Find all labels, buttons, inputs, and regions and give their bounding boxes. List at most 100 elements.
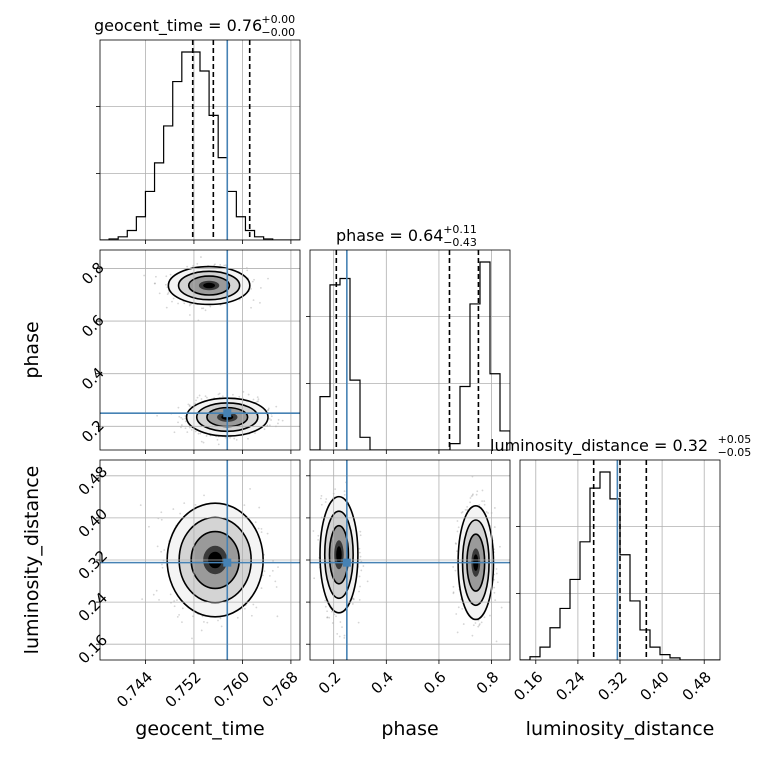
- y-tick-label-luminosity_distance: 0.40: [75, 505, 111, 541]
- sample-point: [176, 599, 178, 602]
- hist-frame-geocent_time: [99, 39, 301, 241]
- sample-point: [181, 621, 183, 624]
- y-tick-label-phase: 0.2: [78, 416, 108, 446]
- sample-point: [335, 615, 337, 618]
- sample-point: [204, 309, 207, 312]
- sample-point: [493, 591, 496, 594]
- sample-point: [177, 406, 180, 409]
- title-plus-luminosity_distance: +0.05: [718, 433, 752, 446]
- sample-point: [255, 606, 258, 609]
- sample-point: [155, 275, 157, 278]
- truth-marker: [223, 558, 232, 567]
- sample-point: [139, 504, 142, 507]
- sample-point: [153, 282, 156, 285]
- y-axis-label-luminosity_distance: luminosity_distance: [21, 466, 43, 655]
- sample-point: [462, 623, 465, 625]
- sample-point: [366, 580, 369, 583]
- sample-point: [476, 490, 479, 493]
- y-tick-label-luminosity_distance: 0.32: [75, 547, 111, 583]
- sample-point: [242, 390, 245, 393]
- grid-luminosity_distance-vs-geocent_time: [100, 460, 300, 660]
- sample-point: [173, 600, 176, 602]
- sample-point: [155, 589, 158, 592]
- sample-point: [472, 624, 475, 627]
- sample-point: [271, 569, 274, 572]
- sample-point: [328, 616, 331, 619]
- sample-point: [178, 415, 181, 418]
- sample-point: [270, 415, 273, 418]
- sample-point: [152, 593, 155, 596]
- sample-point: [343, 634, 346, 637]
- sample-point: [249, 488, 251, 490]
- sample-point: [471, 494, 474, 497]
- sample-point: [352, 598, 355, 601]
- sample-point: [475, 493, 478, 496]
- sample-point: [495, 572, 498, 575]
- title-luminosity_distance: luminosity_distance = 0.32: [490, 436, 708, 456]
- sample-point: [360, 569, 363, 572]
- sample-point: [263, 570, 266, 573]
- sample-point: [177, 421, 179, 424]
- x-tick-label-phase: 0.2: [315, 668, 345, 698]
- sample-point: [220, 625, 223, 628]
- sample-point: [243, 504, 246, 507]
- sample-point: [194, 503, 197, 506]
- sample-point: [143, 274, 146, 277]
- x-tick-label-phase: 0.8: [473, 668, 503, 698]
- sample-point: [339, 621, 342, 623]
- sample-point: [186, 431, 189, 434]
- sample-point: [252, 603, 255, 606]
- y-tick-label-phase: 0.6: [78, 311, 108, 341]
- sample-point: [224, 436, 227, 439]
- sample-point: [232, 393, 234, 396]
- sample-point: [334, 488, 337, 491]
- density-phase-vs-geocent_time: [143, 256, 284, 446]
- y-tick-label-phase: 0.8: [78, 259, 108, 289]
- sample-point: [469, 501, 471, 504]
- sample-point: [456, 520, 459, 522]
- y-tick-label-phase: 0.4: [78, 364, 108, 394]
- sample-point: [320, 503, 323, 506]
- title-minus-phase: −0.43: [443, 236, 477, 249]
- sample-point: [481, 489, 484, 492]
- sample-point: [277, 422, 279, 425]
- sample-point: [270, 419, 272, 421]
- sample-point: [200, 307, 203, 310]
- sample-point: [274, 580, 277, 583]
- sample-point: [266, 424, 269, 427]
- sample-point: [493, 526, 496, 528]
- sample-point: [472, 493, 474, 496]
- sample-point: [250, 614, 253, 617]
- sample-point: [454, 542, 457, 545]
- sample-point: [184, 417, 187, 420]
- sample-point: [485, 511, 488, 513]
- sample-point: [493, 507, 496, 509]
- sample-point: [216, 438, 219, 441]
- sample-point: [180, 426, 182, 429]
- sample-point: [359, 585, 361, 588]
- histogram-luminosity_distance: [520, 471, 720, 660]
- sample-point: [267, 277, 269, 280]
- sample-point: [452, 591, 455, 594]
- sample-point: [487, 512, 489, 514]
- histogram-geocent_time: [100, 51, 300, 240]
- sample-point: [197, 432, 200, 435]
- x-tick-label-geocent_time: 0.744: [113, 668, 156, 711]
- sample-point: [205, 435, 208, 437]
- sample-point: [326, 616, 329, 619]
- sample-point: [154, 282, 156, 285]
- sample-point: [202, 621, 205, 623]
- sample-point: [254, 432, 256, 435]
- sample-point: [496, 581, 499, 584]
- sample-point: [359, 530, 362, 533]
- sample-point: [266, 409, 269, 412]
- sample-point: [477, 619, 480, 622]
- y-tick-label-luminosity_distance: 0.48: [75, 463, 111, 499]
- sample-point: [217, 393, 220, 396]
- sample-point: [192, 265, 194, 267]
- sample-point: [313, 577, 316, 580]
- density-luminosity_distance-vs-phase: [312, 460, 510, 643]
- sample-point: [272, 559, 274, 562]
- sample-point: [253, 278, 255, 281]
- sample-point: [257, 527, 260, 530]
